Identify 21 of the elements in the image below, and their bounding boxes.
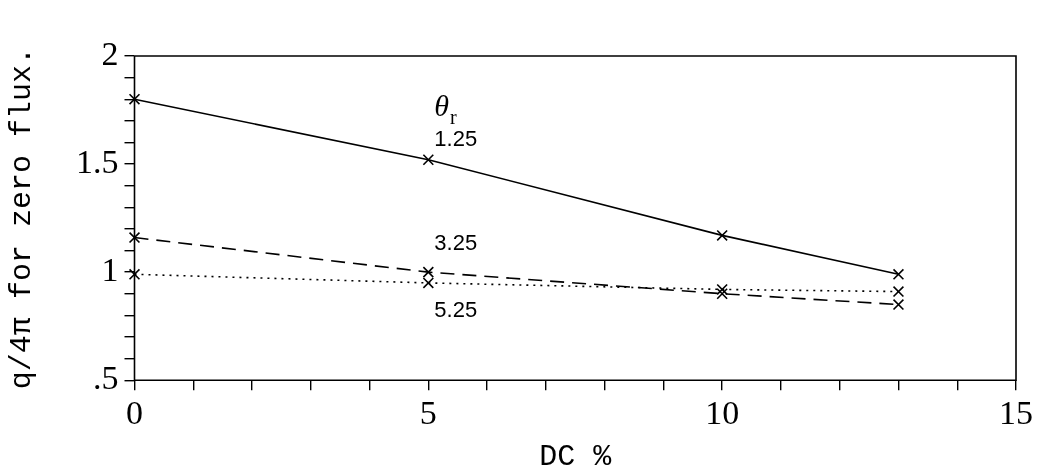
x-tick-label: 15	[999, 393, 1033, 431]
x-tick-label: 5	[419, 393, 437, 431]
y-tick-label: 2	[101, 34, 119, 72]
y-tick-label: .5	[93, 359, 119, 397]
point	[422, 153, 435, 166]
x-tick-label: 10	[705, 393, 740, 431]
series-label: 5.25	[434, 296, 478, 322]
point	[128, 231, 141, 244]
point	[892, 268, 905, 281]
point	[716, 288, 728, 300]
point	[716, 229, 728, 242]
y-axis-title: q/4π for zero flux.	[4, 47, 39, 390]
series-label: 3.25	[434, 230, 478, 256]
point	[128, 268, 141, 281]
series-label: 1.25	[434, 125, 478, 151]
y-tick-label: 1	[101, 251, 119, 289]
x-axis-title: DC %	[539, 439, 613, 474]
point	[128, 93, 141, 105]
x-tick-label: 0	[126, 393, 143, 431]
point	[716, 283, 728, 296]
y-tick-label: 1.5	[76, 142, 119, 180]
